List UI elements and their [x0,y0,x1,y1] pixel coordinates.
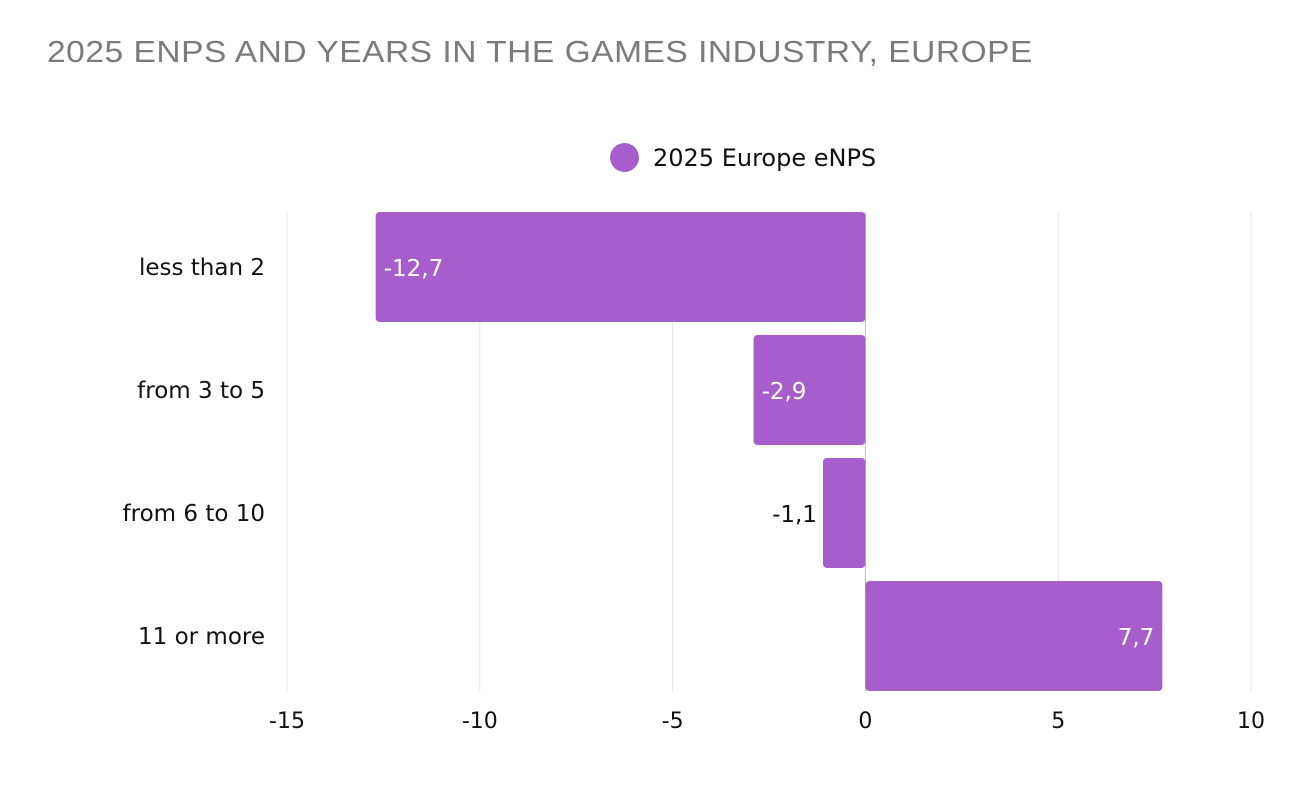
legend-swatch [610,143,639,172]
x-tick-label: 0 [858,709,872,734]
bar [822,458,866,568]
data-label: -12,7 [384,256,444,282]
x-tick-label: -15 [269,709,305,734]
x-tick-label: 5 [1051,709,1065,734]
chart-title: 2025 ENPS AND YEARS IN THE GAMES INDUSTR… [47,34,1033,69]
bar [865,581,1163,691]
data-label: 7,7 [1118,625,1155,651]
legend-label: 2025 Europe eNPS [653,143,877,172]
bar [375,212,866,322]
data-label: -1,1 [772,502,817,528]
y-tick-label: 11 or more [138,624,265,650]
legend: 2025 Europe eNPS [610,143,876,172]
x-tick-label: 10 [1237,709,1265,734]
y-tick-label: from 6 to 10 [123,501,265,527]
y-tick-label: from 3 to 5 [137,378,265,404]
bar [753,335,866,445]
y-tick-label: less than 2 [139,255,265,281]
x-tick-label: -5 [662,709,684,734]
x-tick-label: -10 [462,709,498,734]
data-label: -2,9 [762,379,807,405]
